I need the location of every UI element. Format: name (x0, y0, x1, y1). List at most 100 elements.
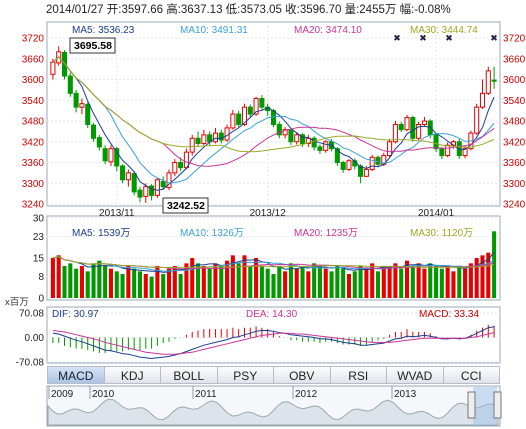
volume-bar (219, 266, 224, 298)
volume-ma-label: MA30: 1120万 (410, 228, 473, 239)
volume-bar (120, 274, 125, 298)
candle-body (125, 172, 131, 181)
volume-unit: x百万 (5, 297, 29, 308)
volume-ma30-line (52, 256, 495, 269)
candle-body (346, 160, 352, 170)
candle-body (294, 134, 300, 143)
price-y-tick-right: 3420 (503, 137, 526, 148)
volume-bar (230, 255, 235, 298)
tab-wvad[interactable]: WVAD (387, 366, 444, 384)
price-y-tick-right: 3240 (503, 200, 526, 211)
price-y-tick-right: 3360 (503, 158, 526, 169)
tab-cci[interactable]: CCI (443, 366, 500, 384)
volume-bar (283, 271, 288, 298)
volume-bar (172, 266, 177, 298)
volume-bar (428, 263, 433, 298)
price-y-tick-left: 3360 (22, 158, 45, 169)
volume-bar (451, 271, 456, 298)
candle-body (131, 173, 137, 193)
volume-ma-label: MA5: 1539万 (72, 228, 130, 239)
volume-bar (300, 266, 305, 298)
volume-bar (91, 263, 96, 298)
candle-body (143, 186, 149, 197)
volume-bar (149, 276, 154, 298)
high-label-box (69, 37, 116, 54)
volume-bar (271, 274, 276, 298)
volume-y-tick: 8 (38, 272, 44, 283)
price-ma-label: MA10: 3491.31 (180, 25, 248, 36)
candle-body (230, 113, 236, 129)
candle-body (363, 168, 369, 177)
navigator-year: 2012 (295, 389, 318, 400)
volume-bar (225, 260, 230, 298)
navigator-left-handle[interactable] (467, 391, 476, 419)
volume-bar (277, 266, 282, 298)
candle-body (392, 123, 398, 143)
candle-body (61, 52, 68, 77)
volume-bar (410, 266, 415, 298)
candle-body (340, 162, 346, 170)
dif-label: DIF: 30.97 (52, 309, 99, 320)
volume-bar (196, 263, 201, 298)
candle-body (149, 185, 155, 196)
macd-y-ticks: 70.08 0.00 -70.08 (16, 309, 45, 369)
volume-bar (463, 268, 468, 298)
candle-body (317, 146, 323, 151)
tab-obv[interactable]: OBV (274, 366, 331, 384)
candle-body (311, 137, 317, 148)
candle-body (73, 92, 79, 108)
volume-bar (422, 268, 427, 298)
volume-bar (114, 271, 119, 298)
tab-macd[interactable]: MACD (47, 366, 105, 384)
volume-bar (236, 263, 241, 298)
tab-boll[interactable]: BOLL (161, 366, 218, 384)
volume-bar (265, 268, 270, 298)
volume-bar (312, 263, 317, 298)
candle-body (218, 132, 224, 141)
volume-bar (492, 231, 497, 298)
candle-body (114, 148, 120, 167)
candle-body (387, 141, 393, 157)
ma-lines (52, 56, 495, 191)
candle-body (201, 134, 207, 144)
candle-body (410, 117, 416, 139)
candle-body (276, 123, 282, 136)
candle-body (485, 70, 491, 94)
ma5-line (52, 56, 495, 191)
tab-psy[interactable]: PSY (217, 366, 274, 384)
navigator-year: 2009 (51, 389, 74, 400)
volume-ma10-line (52, 256, 495, 272)
volume-ma-legend: MA5: 1539万 MA10: 1326万 MA20: 1235万 MA30: 11… (72, 228, 473, 239)
candle-body (172, 162, 178, 174)
candle-body (96, 137, 102, 148)
volume-bar (480, 255, 485, 298)
tab-kdj[interactable]: KDJ (104, 366, 161, 384)
volume-bar (323, 268, 328, 298)
price-y-ticks-left: 3720 3660 3600 3540 3480 3420 3360 3300 3240 (22, 34, 45, 211)
navigator-selection[interactable] (473, 387, 497, 425)
price-y-tick-right: 3720 (503, 34, 526, 45)
tab-rsi[interactable]: RSI (330, 366, 387, 384)
candle-body (299, 134, 306, 144)
candle-body (259, 98, 265, 108)
volume-bar (74, 268, 79, 298)
volume-bar (103, 266, 108, 298)
volume-bar (306, 271, 311, 298)
volume-bar (468, 263, 473, 298)
macd-y-tick: -70.08 (16, 358, 45, 369)
candle-body (474, 106, 480, 134)
candle-body (79, 103, 85, 108)
volume-bars (50, 231, 497, 298)
volume-bar (474, 258, 479, 298)
candle-body (102, 148, 108, 162)
macd-y-tick: 70.08 (19, 309, 44, 320)
volume-bar (416, 263, 421, 298)
volume-bar (207, 268, 212, 298)
volume-bar (317, 266, 322, 298)
navigator-right-handle[interactable] (493, 391, 502, 419)
candle-body (404, 117, 410, 131)
price-y-tick-right: 3540 (503, 96, 526, 107)
price-y-ticks-right: 3720 3660 3600 3540 3480 3420 3360 3300 3240 (503, 34, 526, 211)
price-y-tick-left: 3300 (22, 179, 45, 190)
